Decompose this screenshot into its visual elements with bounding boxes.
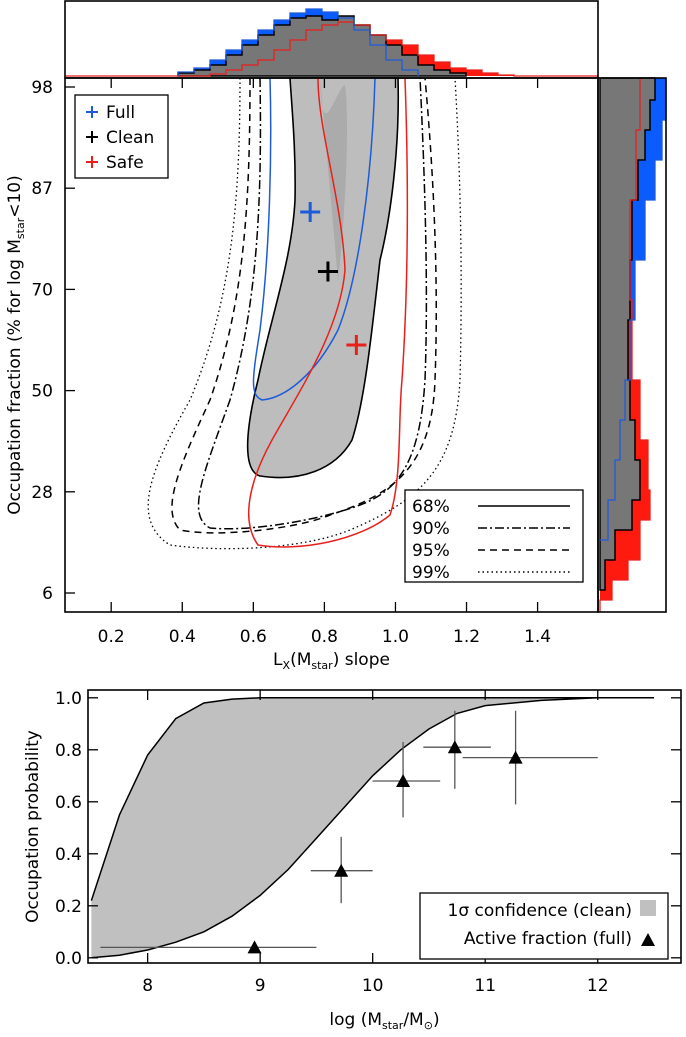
x-tick-label: 1.2 — [453, 627, 480, 647]
contour-68 — [246, 77, 400, 479]
x-tick-label: 8 — [142, 976, 153, 996]
y-axis-label-part: star — [14, 217, 27, 239]
legend-marker — [86, 106, 98, 118]
x-tick-label: 10 — [362, 976, 384, 996]
x-tick-label: 0.6 — [240, 627, 267, 647]
y-axis-label: Occupation fraction (% for log Mstar<10) — [5, 175, 27, 515]
contour-full — [252, 77, 376, 401]
y-tick-label: 0.8 — [55, 741, 82, 761]
y-tick-label: 0.2 — [55, 897, 82, 917]
x-tick-label: 12 — [587, 976, 609, 996]
legend-box — [419, 892, 669, 960]
y-tick-label: 1.0 — [55, 689, 82, 709]
legend-marker — [641, 933, 655, 946]
confidence-band — [91, 697, 654, 958]
y-axis-label-part: <10) — [5, 175, 25, 218]
x-tick-label: 11 — [474, 976, 496, 996]
x-axis-label: log (Mstar/M⊙) — [329, 1010, 439, 1032]
x-axis-label-part: L — [273, 650, 283, 670]
hist-safe-line — [65, 21, 598, 77]
legend-label: Full — [106, 103, 135, 123]
x-axis-label-part: log (M — [329, 1010, 382, 1030]
y-tick-label: 28 — [31, 483, 53, 503]
bottom-frame — [87, 689, 682, 964]
triangle-marker — [334, 863, 349, 877]
y-axis-label-part: Occupation probability — [23, 730, 43, 923]
contour-legend-label: 68% — [412, 497, 450, 517]
marker — [300, 202, 321, 223]
legend-swatch — [640, 900, 656, 916]
y-tick-label: 50 — [31, 382, 53, 402]
x-tick-label: 0.2 — [98, 627, 125, 647]
x-tick-label: 9 — [255, 976, 266, 996]
y-tick-label: 0.6 — [55, 793, 82, 813]
y-axis-label-part: Occupation fraction (% for log M — [5, 239, 25, 515]
y-tick-label: 0.4 — [55, 845, 82, 865]
rhist-full-line — [600, 78, 667, 541]
contour-legend-label: 99% — [412, 563, 450, 583]
x-axis-label-part: (M — [290, 650, 311, 670]
legend-label: Active fraction (full) — [464, 929, 632, 949]
triangle-marker — [508, 750, 523, 764]
band-edge — [91, 697, 654, 959]
x-tick-label: 1.0 — [382, 627, 409, 647]
x-axis-label-part: /M — [403, 1010, 423, 1030]
hist-clean — [177, 15, 467, 77]
legend-label: 1σ confidence (clean) — [448, 901, 632, 921]
y-axis-label: Occupation probability — [23, 730, 43, 923]
contour-legend-label: 90% — [412, 519, 450, 539]
legend-label: Clean — [106, 128, 154, 148]
y-tick-label: 70 — [31, 280, 53, 300]
legend-marker — [86, 131, 98, 143]
top-histogram — [64, 0, 599, 79]
rhist-safe-line — [599, 78, 651, 612]
contour-95 — [171, 77, 438, 534]
y-tick-label: 6 — [42, 584, 53, 604]
marker — [346, 335, 367, 356]
x-axis-label-part: X — [283, 659, 291, 672]
triangle-marker — [396, 774, 411, 787]
x-axis-label-part: ) slope — [333, 650, 390, 670]
band-edge — [90, 697, 654, 901]
x-axis-label-part: ) — [433, 1010, 440, 1030]
x-axis-label-part: star — [382, 1019, 404, 1032]
x-tick-label: 0.8 — [311, 627, 338, 647]
legend-label: Safe — [106, 153, 144, 173]
y-tick-label: 0.0 — [55, 949, 82, 969]
x-axis-label-part: star — [311, 659, 333, 672]
x-axis-label: LX(Mstar) slope — [273, 650, 390, 672]
marker — [317, 261, 338, 282]
contour-90 — [197, 77, 428, 530]
contours — [147, 77, 462, 550]
contour-99 — [147, 77, 462, 550]
triangle-marker — [447, 740, 462, 754]
right-histogram — [597, 77, 667, 613]
x-tick-label: 1.4 — [524, 627, 551, 647]
contour-safe — [247, 77, 409, 548]
x-axis-label-part: ⊙ — [424, 1019, 433, 1032]
main-frame — [64, 77, 599, 613]
contour-core — [320, 78, 348, 280]
y-tick-label: 98 — [31, 78, 53, 98]
x-tick-label: 0.4 — [169, 627, 196, 647]
triangle-marker — [247, 940, 262, 954]
hist-full-line — [177, 8, 419, 76]
y-tick-label: 87 — [31, 179, 53, 199]
legend-marker — [86, 156, 98, 168]
contour-legend-label: 95% — [412, 541, 450, 561]
